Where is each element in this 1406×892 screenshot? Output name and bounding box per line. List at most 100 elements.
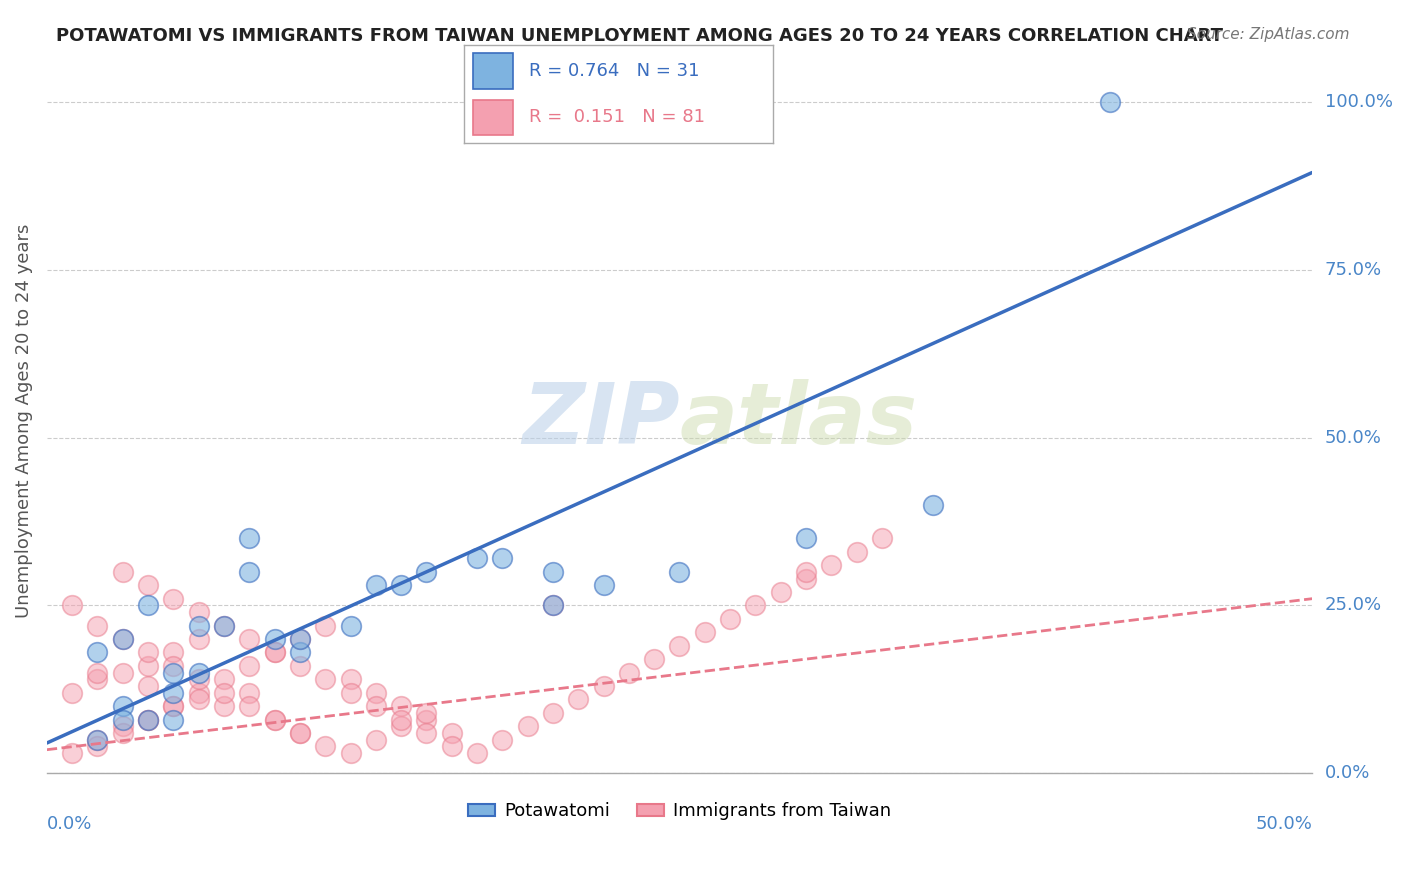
Point [567, 692, 589, 706]
Point [541, 565, 564, 579]
Point [364, 686, 387, 700]
Point [718, 612, 741, 626]
Point [389, 719, 412, 733]
Point [415, 726, 437, 740]
Point [187, 692, 209, 706]
Point [136, 679, 159, 693]
Point [415, 706, 437, 720]
Text: 0.0%: 0.0% [46, 815, 93, 833]
Bar [474, 100, 513, 135]
Point [288, 726, 311, 740]
Point [339, 746, 361, 760]
Point [162, 665, 184, 680]
Point [212, 672, 235, 686]
Point [263, 713, 285, 727]
Text: R =  0.151   N = 81: R = 0.151 N = 81 [529, 108, 704, 126]
Point [162, 658, 184, 673]
Point [162, 591, 184, 606]
Point [339, 686, 361, 700]
Point [111, 699, 134, 714]
Point [187, 686, 209, 700]
Point [187, 632, 209, 646]
Point [238, 531, 260, 545]
Point [263, 632, 285, 646]
Point [111, 713, 134, 727]
Point [389, 713, 412, 727]
Point [136, 599, 159, 613]
Point [921, 498, 943, 512]
Point [592, 679, 614, 693]
Point [643, 652, 665, 666]
Point [136, 713, 159, 727]
Point [60, 599, 83, 613]
Point [187, 618, 209, 632]
Point [187, 605, 209, 619]
Point [516, 719, 538, 733]
Point [314, 672, 336, 686]
Point [465, 551, 488, 566]
Point [263, 645, 285, 659]
Point [288, 658, 311, 673]
Point [794, 531, 817, 545]
Point [238, 686, 260, 700]
Point [86, 732, 108, 747]
Point [364, 699, 387, 714]
Point [162, 686, 184, 700]
Point [541, 706, 564, 720]
Text: 50.0%: 50.0% [1256, 815, 1312, 833]
Point [668, 565, 690, 579]
Text: 0.0%: 0.0% [1324, 764, 1369, 782]
Text: 75.0%: 75.0% [1324, 260, 1382, 279]
Point [491, 732, 513, 747]
Point [794, 572, 817, 586]
Point [314, 739, 336, 754]
Point [212, 618, 235, 632]
Point [162, 645, 184, 659]
Point [187, 665, 209, 680]
Point [187, 672, 209, 686]
Text: Source: ZipAtlas.com: Source: ZipAtlas.com [1187, 27, 1350, 42]
Point [86, 645, 108, 659]
Point [212, 699, 235, 714]
Point [136, 658, 159, 673]
Point [314, 618, 336, 632]
Point [389, 699, 412, 714]
Text: 50.0%: 50.0% [1324, 429, 1382, 447]
Point [339, 672, 361, 686]
Point [288, 645, 311, 659]
Point [693, 625, 716, 640]
Point [339, 618, 361, 632]
Text: 25.0%: 25.0% [1324, 597, 1382, 615]
Point [668, 639, 690, 653]
Point [263, 713, 285, 727]
Point [364, 732, 387, 747]
Point [263, 645, 285, 659]
Point [465, 746, 488, 760]
Point [440, 739, 463, 754]
Point [238, 658, 260, 673]
Point [288, 726, 311, 740]
Point [111, 632, 134, 646]
Point [111, 719, 134, 733]
Legend: Potawatomi, Immigrants from Taiwan: Potawatomi, Immigrants from Taiwan [461, 795, 898, 828]
Point [288, 632, 311, 646]
Text: R = 0.764   N = 31: R = 0.764 N = 31 [529, 62, 699, 80]
Point [162, 699, 184, 714]
Text: atlas: atlas [679, 379, 918, 462]
Point [870, 531, 893, 545]
Point [238, 565, 260, 579]
Point [86, 672, 108, 686]
Point [212, 686, 235, 700]
Point [744, 599, 766, 613]
Point [845, 545, 868, 559]
Point [86, 739, 108, 754]
Point [415, 565, 437, 579]
Point [111, 726, 134, 740]
Point [136, 713, 159, 727]
Point [86, 732, 108, 747]
Point [820, 558, 842, 573]
Text: 100.0%: 100.0% [1324, 93, 1393, 112]
Point [136, 578, 159, 592]
Point [111, 565, 134, 579]
Point [440, 726, 463, 740]
